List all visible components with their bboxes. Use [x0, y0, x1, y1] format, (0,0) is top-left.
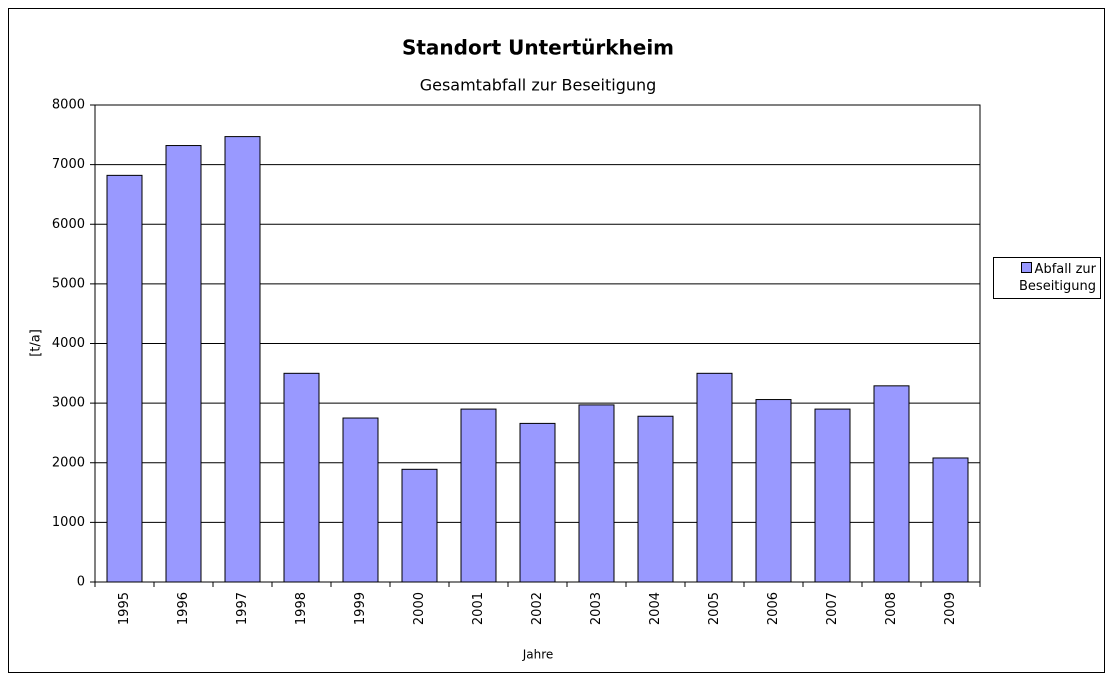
x-tick-label: 1998 — [294, 592, 309, 625]
bar — [578, 404, 615, 583]
bar — [401, 468, 438, 583]
y-tick-label: 3000 — [52, 396, 85, 411]
bar — [165, 145, 202, 583]
bar — [755, 399, 792, 583]
x-tick-label: 2005 — [707, 592, 722, 625]
bar — [460, 408, 497, 583]
bar — [106, 174, 143, 583]
y-axis-label: [t/a] — [29, 329, 44, 357]
bar — [637, 415, 674, 583]
y-tick-label: 4000 — [52, 336, 85, 351]
legend-swatch — [1020, 262, 1032, 273]
bar — [932, 457, 969, 583]
chart-title: Standort Untertürkheim — [402, 36, 674, 60]
y-tick-label: 6000 — [52, 217, 85, 232]
x-axis-label: Jahre — [522, 648, 554, 662]
x-tick-label: 2008 — [884, 592, 899, 625]
y-tick-label: 7000 — [52, 157, 85, 172]
bar — [814, 408, 851, 583]
bar — [873, 385, 910, 583]
bar — [224, 136, 261, 583]
bar — [283, 372, 320, 583]
x-tick-label: 2000 — [412, 592, 427, 625]
x-tick-label: 2001 — [471, 592, 486, 625]
x-tick-label: 2004 — [648, 592, 663, 625]
legend-entry: Abfall zur Beseitigung — [998, 261, 1096, 295]
legend: Abfall zur Beseitigung — [993, 257, 1101, 299]
x-tick-label: 1997 — [235, 592, 250, 625]
y-tick-label: 1000 — [52, 515, 85, 530]
y-tick-label: 0 — [77, 575, 85, 590]
y-tick-label: 8000 — [52, 98, 85, 113]
x-tick-label: 2002 — [530, 592, 545, 625]
x-tick-label: 2007 — [825, 592, 840, 625]
chart-subtitle: Gesamtabfall zur Beseitigung — [420, 76, 657, 95]
bar — [342, 417, 379, 583]
y-tick-label: 5000 — [52, 276, 85, 291]
x-tick-label: 2003 — [589, 592, 604, 625]
x-tick-label: 1996 — [176, 592, 191, 625]
bar — [696, 372, 733, 583]
legend-label: Abfall zur Beseitigung — [1019, 262, 1096, 294]
x-tick-label: 1999 — [353, 592, 368, 625]
bar — [519, 422, 556, 583]
y-tick-label: 2000 — [52, 455, 85, 470]
x-tick-label: 1995 — [117, 592, 132, 625]
x-tick-label: 2009 — [943, 592, 958, 625]
x-tick-label: 2006 — [766, 592, 781, 625]
